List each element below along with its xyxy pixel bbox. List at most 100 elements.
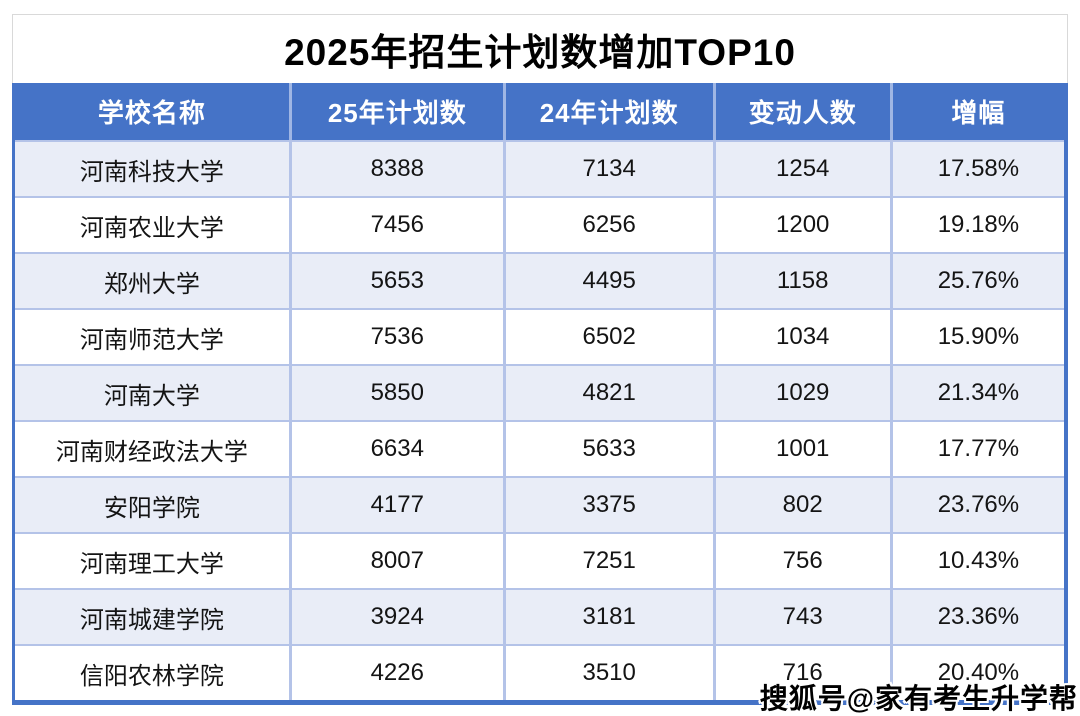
cell-plan24: 7251 [502, 534, 713, 588]
cell-school: 郑州大学 [15, 254, 289, 308]
cell-plan25: 7536 [288, 310, 503, 364]
cell-value: 716 [782, 659, 823, 686]
cell-plan24: 6256 [502, 198, 713, 252]
cell-change: 1200 [712, 198, 890, 252]
cell-growth: 17.58% [889, 142, 1064, 196]
cell-value: 20.40% [937, 659, 1020, 686]
table-row: 河南城建学院 3924 3181 743 23.36% [15, 588, 1064, 644]
cell-value: 25.76% [937, 267, 1020, 294]
cell-value: 河南大学 [103, 382, 200, 410]
cell-plan24: 5633 [502, 422, 713, 476]
cell-value: 4821 [582, 379, 636, 406]
cell-plan24: 3510 [502, 646, 713, 700]
table-row: 河南理工大学 8007 7251 756 10.43% [15, 532, 1064, 588]
cell-value: 5633 [582, 435, 636, 462]
cell-plan24: 4495 [502, 254, 713, 308]
cell-value: 信阳农林学院 [79, 662, 224, 690]
table-frame: 2025年招生计划数增加TOP10 学校名称 25年计划数 24年计划数 变动人… [12, 14, 1068, 705]
cell-growth: 17.77% [889, 422, 1064, 476]
cell-value: 7536 [370, 323, 424, 350]
cell-change: 743 [712, 590, 890, 644]
column-header-label: 变动人数 [748, 98, 857, 128]
cell-value: 802 [782, 491, 823, 518]
cell-plan25: 7456 [288, 198, 503, 252]
cell-plan24: 4821 [502, 366, 713, 420]
cell-value: 1254 [776, 155, 830, 182]
cell-value: 19.18% [937, 211, 1020, 238]
table-row: 信阳农林学院 4226 3510 716 20.40% [15, 644, 1064, 700]
cell-plan25: 4177 [288, 478, 503, 532]
table-rows-container: 河南科技大学 8388 7134 1254 17.58% 河南农业大学 7456 6256 12… [15, 140, 1064, 700]
cell-value: 安阳学院 [103, 494, 200, 522]
cell-value: 1200 [776, 211, 830, 238]
cell-plan25: 8388 [288, 142, 503, 196]
cell-growth: 23.36% [889, 590, 1064, 644]
cell-value: 17.77% [937, 435, 1020, 462]
table-row: 安阳学院 4177 3375 802 23.76% [15, 476, 1064, 532]
cell-value: 743 [782, 603, 823, 630]
cell-school: 安阳学院 [15, 478, 289, 532]
cell-value: 3181 [582, 603, 636, 630]
cell-value: 3510 [582, 659, 636, 686]
table-grid: 学校名称 25年计划数 24年计划数 变动人数 增幅 河南科技大学 8388 713… [12, 83, 1068, 705]
cell-plan24: 3181 [502, 590, 713, 644]
cell-value: 6256 [582, 211, 636, 238]
cell-growth: 19.18% [889, 198, 1064, 252]
cell-change: 1158 [712, 254, 890, 308]
column-header-plan24: 24年计划数 [502, 83, 713, 140]
cell-school: 河南城建学院 [15, 590, 289, 644]
cell-value: 23.36% [937, 603, 1020, 630]
cell-value: 7456 [370, 211, 424, 238]
cell-plan25: 8007 [288, 534, 503, 588]
cell-growth: 21.34% [889, 366, 1064, 420]
cell-plan25: 5850 [288, 366, 503, 420]
table-row: 河南财经政法大学 6634 5633 1001 17.77% [15, 420, 1064, 476]
cell-value: 10.43% [937, 547, 1020, 574]
table-row: 河南科技大学 8388 7134 1254 17.58% [15, 140, 1064, 196]
cell-value: 756 [782, 547, 823, 574]
column-header-school: 学校名称 [15, 83, 289, 140]
column-header-label: 增幅 [951, 98, 1006, 128]
cell-value: 河南财经政法大学 [55, 438, 248, 466]
cell-value: 1034 [776, 323, 830, 350]
cell-change: 716 [712, 646, 890, 700]
cell-value: 6502 [582, 323, 636, 350]
cell-value: 21.34% [937, 379, 1020, 406]
cell-school: 信阳农林学院 [15, 646, 289, 700]
column-header-label: 25年计划数 [327, 98, 467, 128]
table-row: 河南大学 5850 4821 1029 21.34% [15, 364, 1064, 420]
sohu-watermark: 搜狐号@家有考生升学帮 [760, 677, 1078, 716]
cell-change: 1254 [712, 142, 890, 196]
cell-value: 3375 [582, 491, 636, 518]
cell-value: 7134 [582, 155, 636, 182]
cell-plan24: 7134 [502, 142, 713, 196]
cell-growth: 15.90% [889, 310, 1064, 364]
cell-value: 5653 [370, 267, 424, 294]
cell-school: 河南理工大学 [15, 534, 289, 588]
cell-value: 河南农业大学 [79, 214, 224, 242]
cell-value: 河南师范大学 [79, 326, 224, 354]
cell-value: 3924 [370, 603, 424, 630]
column-header-label: 24年计划数 [539, 98, 679, 128]
cell-value: 17.58% [937, 155, 1020, 182]
cell-plan24: 3375 [502, 478, 713, 532]
cell-school: 河南师范大学 [15, 310, 289, 364]
cell-value: 郑州大学 [103, 270, 200, 298]
sohu-watermark-text: 搜狐号@家有考生升学帮 [759, 683, 1078, 714]
cell-plan25: 4226 [288, 646, 503, 700]
cell-growth: 23.76% [889, 478, 1064, 532]
cell-value: 4177 [370, 491, 424, 518]
cell-plan25: 6634 [288, 422, 503, 476]
cell-value: 6634 [370, 435, 424, 462]
column-header-label: 学校名称 [97, 98, 206, 128]
cell-change: 1001 [712, 422, 890, 476]
cell-value: 23.76% [937, 491, 1020, 518]
cell-plan25: 5653 [288, 254, 503, 308]
cell-plan25: 3924 [288, 590, 503, 644]
cell-school: 河南财经政法大学 [15, 422, 289, 476]
cell-value: 1001 [776, 435, 830, 462]
cell-value: 15.90% [937, 323, 1020, 350]
column-header-change: 变动人数 [712, 83, 890, 140]
table-row: 郑州大学 5653 4495 1158 25.76% [15, 252, 1064, 308]
